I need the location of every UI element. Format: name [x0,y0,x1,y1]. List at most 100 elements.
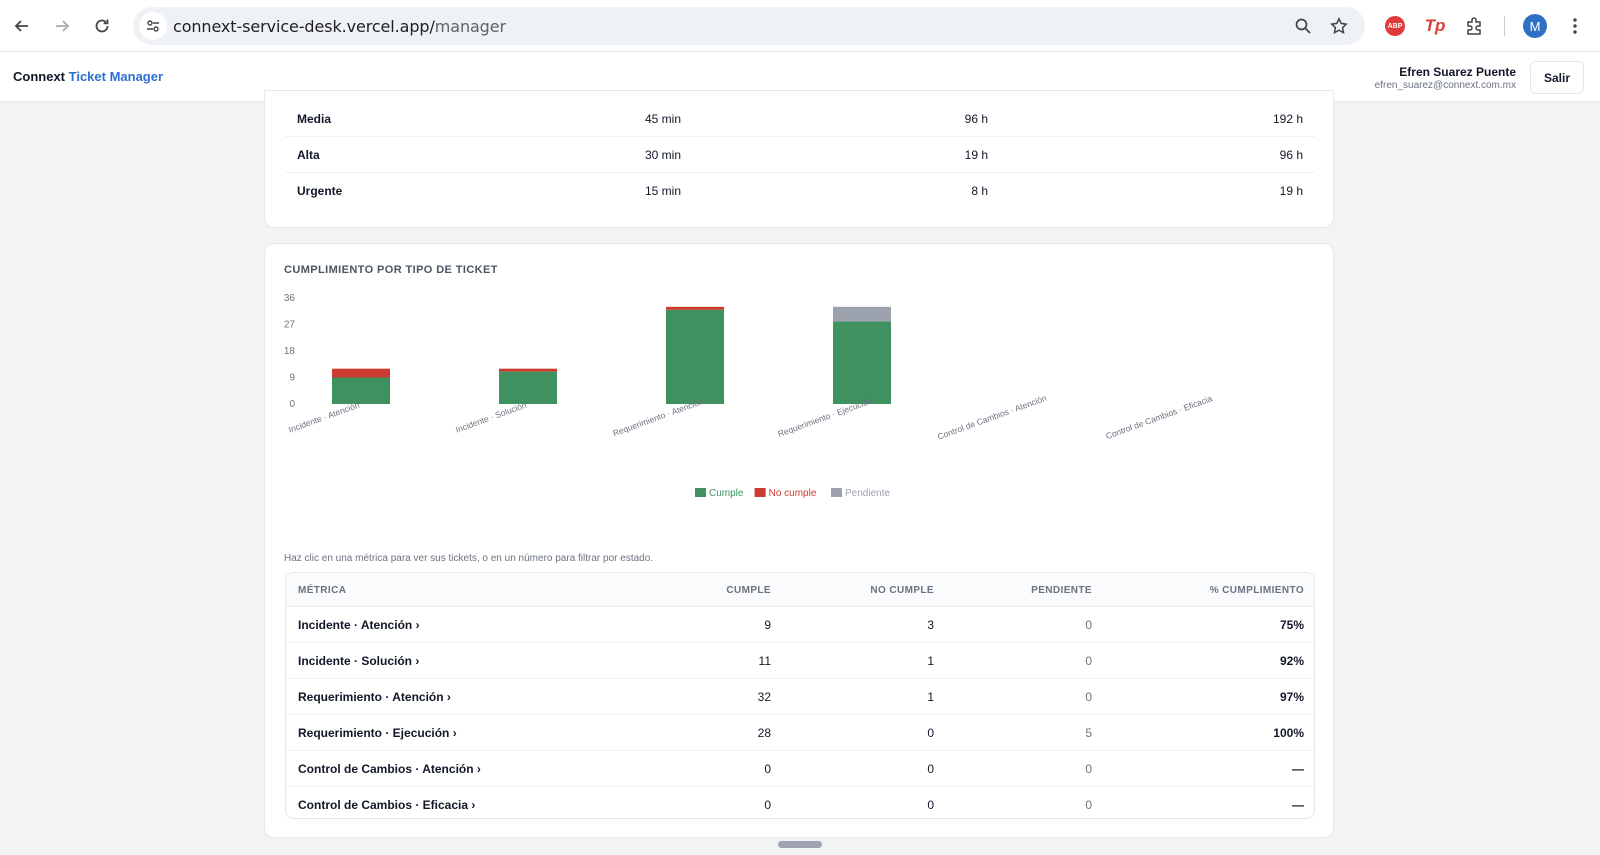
sla-cell-priority: Alta [297,148,320,162]
bookmark-star-icon[interactable] [1329,16,1349,36]
cell-pct: 100% [1273,726,1304,740]
cell-pendiente[interactable]: 0 [1085,618,1092,632]
cell-pendiente[interactable]: 0 [1085,654,1092,668]
legend-swatch [695,488,706,497]
forward-icon[interactable] [48,12,76,40]
table-row: Requerimiento · Ejecución › 28 0 5 100% [286,715,1314,751]
sla-cell-c2: 96 h [964,112,988,126]
sla-cell-c1: 45 min [644,112,681,126]
sla-row: Urgente 15 min 8 h 19 h [285,173,1315,209]
bar-segment-cumple [666,309,724,404]
user-name: Efren Suarez Puente [1399,65,1516,79]
reload-icon[interactable] [88,12,116,40]
y-tick-label: 0 [289,399,295,410]
legend-label: Pendiente [845,488,890,499]
bar-segment-cumple [833,321,891,404]
scroll-handle[interactable] [778,841,822,848]
table-hint: Haz clic en una métrica para ver sus tic… [284,553,654,564]
table-row: Control de Cambios · Atención › 0 0 0 — [286,751,1314,787]
col-header-pendiente: PENDIENTE [1031,585,1092,596]
profile-avatar[interactable]: M [1523,14,1547,38]
cell-no-cumple[interactable]: 0 [927,726,934,740]
table-row: Incidente · Solución › 11 1 0 92% [286,643,1314,679]
sla-row: Alta 30 min 19 h 96 h [285,137,1315,173]
cell-cumple[interactable]: 0 [764,798,771,812]
x-tick-label: Requerimiento · Ejecución [776,395,873,439]
zoom-icon[interactable] [1293,16,1313,36]
bar-segment-no-cumple [499,368,557,372]
cell-pct: 75% [1279,618,1304,632]
legend-swatch [831,488,842,497]
x-tick-label: Control de Cambios · Eficacia [1104,393,1213,441]
col-header-metric: MÉTRICA [298,585,347,596]
cell-cumple[interactable]: 32 [757,690,771,704]
compliance-table: MÉTRICA CUMPLE NO CUMPLE PENDIENTE % CUM… [285,572,1315,819]
cell-pendiente[interactable]: 0 [1085,798,1092,812]
cell-metric[interactable]: Requerimiento · Ejecución › [298,726,457,740]
tp-extension-icon[interactable]: Tp [1424,16,1446,35]
cell-cumple[interactable]: 11 [758,654,771,668]
bar-segment-no-cumple [666,306,724,310]
cell-pendiente[interactable]: 5 [1085,726,1092,740]
bar-segment-cumple [332,377,390,404]
browser-toolbar: connext-service-desk.vercel.app/manager … [0,0,1600,52]
compliance-chart: 0 9 18 27 36 Incidente · Atención Incidente · … [284,293,1214,499]
bar-segment-pendiente [833,306,891,322]
x-tick-label: Control de Cambios · Atención [936,393,1048,442]
sla-cell-c1: 30 min [644,148,681,162]
bar-segment-no-cumple [332,368,390,378]
cell-pendiente[interactable]: 0 [1085,762,1092,776]
y-tick-label: 9 [289,373,295,384]
section-title: CUMPLIMIENTO POR TIPO DE TICKET [284,264,498,276]
x-tick-label: Incidente · Solución [454,400,528,435]
col-header-no-cumple: NO CUMPLE [870,585,934,596]
table-header: MÉTRICA CUMPLE NO CUMPLE PENDIENTE % CUM… [286,573,1314,607]
cell-pct: — [1292,798,1304,812]
sla-row: Media 45 min 96 h 192 h [285,101,1315,137]
cell-no-cumple[interactable]: 1 [927,654,934,668]
cell-pct: 92% [1279,654,1304,668]
cell-metric[interactable]: Control de Cambios · Atención › [298,762,481,776]
sla-targets-card: Media 45 min 96 h 192 h Alta 30 min 19 h 96 h Ur… [264,90,1334,228]
logout-button[interactable]: Salir [1530,61,1584,94]
table-row: Requerimiento · Atención › 32 1 0 97% [286,679,1314,715]
legend-label: No cumple [769,488,817,499]
cell-cumple[interactable]: 28 [757,726,771,740]
cell-no-cumple[interactable]: 3 [927,618,934,632]
cell-pendiente[interactable]: 0 [1085,690,1092,704]
legend-label: Cumple [709,488,744,499]
x-tick-label: Incidente · Atención [287,400,361,435]
cell-metric[interactable]: Incidente · Atención › [298,618,420,632]
legend-swatch [754,488,766,497]
site-settings-icon[interactable] [139,12,167,40]
extensions-puzzle-icon[interactable] [1463,14,1487,38]
sla-cell-c3: 192 h [1272,112,1303,126]
cell-pct: 97% [1279,690,1304,704]
cell-cumple[interactable]: 0 [764,762,771,776]
cell-no-cumple[interactable]: 1 [927,690,934,704]
col-header-cumple: CUMPLE [726,585,771,596]
sla-cell-c2: 19 h [964,148,988,162]
cell-metric[interactable]: Requerimiento · Atención › [298,690,451,704]
x-tick-label: Requerimiento · Atención [611,396,704,438]
cell-pct: — [1292,762,1304,776]
browser-menu-icon[interactable] [1563,14,1587,38]
brand-logo[interactable]: Connext Ticket Manager [13,69,164,84]
adblock-extension-icon[interactable]: ABP [1383,14,1407,38]
back-icon[interactable] [8,12,36,40]
y-tick-label: 18 [284,346,296,357]
y-tick-label: 27 [284,320,296,331]
cell-metric[interactable]: Incidente · Solución › [298,654,420,668]
url-text: connext-service-desk.vercel.app/manager [173,17,506,36]
cell-metric[interactable]: Control de Cambios · Eficacia › [298,798,476,812]
cell-no-cumple[interactable]: 0 [927,798,934,812]
cell-cumple[interactable]: 9 [764,618,771,632]
sla-cell-c2: 8 h [971,184,988,198]
cell-no-cumple[interactable]: 0 [927,762,934,776]
bar-segment-cumple [499,371,557,404]
toolbar-divider [1504,16,1505,36]
address-bar[interactable]: connext-service-desk.vercel.app/manager [133,7,1365,45]
y-tick-label: 36 [284,293,296,304]
sla-cell-c3: 19 h [1279,184,1303,198]
sla-cell-priority: Media [297,112,332,126]
